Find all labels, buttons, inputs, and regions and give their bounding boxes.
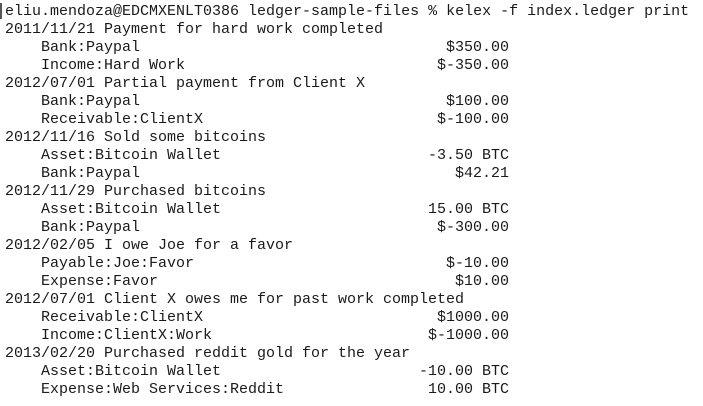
transaction-date: 2012/07/01 <box>5 291 95 308</box>
transaction-date: 2012/02/05 <box>5 237 95 254</box>
posting-account: Income:Hard Work <box>41 57 185 74</box>
posting-amount: $42.21 <box>455 165 509 182</box>
posting-amount: $350.00 <box>446 39 509 56</box>
transaction-date: 2012/11/29 <box>5 183 95 200</box>
posting-amount: $1000.00 <box>437 309 509 326</box>
posting-amount: -10.00 BTC <box>419 363 509 380</box>
posting-account: Bank:Paypal <box>41 165 140 182</box>
command-prompt: eliu.mendoza@EDCMXENLT0386 ledger-sample… <box>5 3 689 20</box>
posting-account: Income:ClientX:Work <box>41 327 212 344</box>
transaction-date: 2011/11/21 <box>5 21 95 38</box>
posting-amount: $-100.00 <box>437 111 509 128</box>
posting-amount: $-10.00 <box>446 255 509 272</box>
posting-account: Asset:Bitcoin Wallet <box>41 363 221 380</box>
posting-amount: $-350.00 <box>437 57 509 74</box>
transaction-payee: Payment for hard work completed <box>104 21 383 38</box>
transaction-payee: Sold some bitcoins <box>104 129 266 146</box>
cursor-edge <box>0 3 2 19</box>
transaction-date: 2013/02/20 <box>5 345 95 362</box>
posting-amount: 15.00 BTC <box>428 201 509 218</box>
transaction-payee: Purchased reddit gold for the year <box>104 345 410 362</box>
transaction-payee: Client X owes me for past work completed <box>104 291 464 308</box>
posting-account: Receivable:ClientX <box>41 111 203 128</box>
posting-account: Bank:Paypal <box>41 39 140 56</box>
transaction-date: 2012/07/01 <box>5 75 95 92</box>
posting-account: Expense:Web Services:Reddit <box>41 381 284 398</box>
posting-account: Receivable:ClientX <box>41 309 203 326</box>
posting-account: Bank:Paypal <box>41 219 140 236</box>
transaction-payee: I owe Joe for a favor <box>104 237 293 254</box>
posting-account: Asset:Bitcoin Wallet <box>41 147 221 164</box>
posting-amount: $10.00 <box>455 273 509 290</box>
posting-amount: -3.50 BTC <box>428 147 509 164</box>
posting-amount: $-1000.00 <box>428 327 509 344</box>
transaction-date: 2012/11/16 <box>5 129 95 146</box>
posting-account: Payable:Joe:Favor <box>41 255 194 272</box>
transaction-payee: Partial payment from Client X <box>104 75 365 92</box>
posting-amount: 10.00 BTC <box>428 381 509 398</box>
transaction-payee: Purchased bitcoins <box>104 183 266 200</box>
posting-account: Asset:Bitcoin Wallet <box>41 201 221 218</box>
posting-amount: $100.00 <box>446 93 509 110</box>
posting-amount: $-300.00 <box>437 219 509 236</box>
posting-account: Expense:Favor <box>41 273 158 290</box>
posting-account: Bank:Paypal <box>41 93 140 110</box>
